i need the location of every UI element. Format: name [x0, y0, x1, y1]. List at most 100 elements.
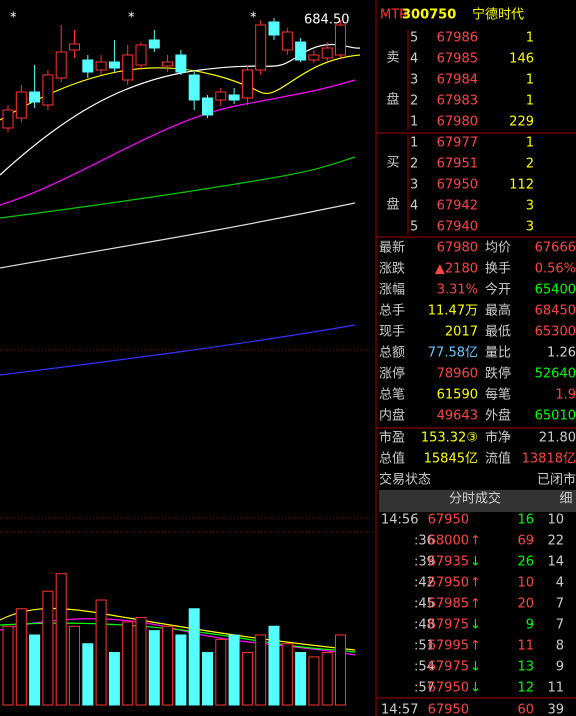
volume-bar — [295, 652, 307, 706]
trades-title: 分时成交 — [449, 491, 501, 507]
svg-text:*: * — [128, 11, 135, 26]
price: 67950 — [437, 178, 478, 193]
quantity: 229 — [509, 115, 534, 130]
stock-name: 宁德时代 — [472, 7, 524, 23]
volume-bar — [2, 625, 14, 706]
price: 67983 — [437, 94, 478, 109]
price: 67984 — [437, 73, 478, 88]
candle-body — [308, 54, 320, 61]
stat-label: 内盘 — [379, 408, 405, 424]
stat-label: 每笔 — [485, 387, 511, 403]
trade-price: 67935 — [428, 555, 469, 570]
level: 2 — [410, 94, 418, 109]
candle-body — [122, 54, 134, 81]
badge: MTR — [380, 8, 408, 23]
moving-averages — [0, 43, 361, 656]
candle-body — [281, 31, 293, 51]
trade-price: 68000 — [428, 534, 469, 549]
candle-body — [228, 94, 240, 101]
volume-bar — [82, 643, 94, 706]
quantity: 1 — [526, 73, 534, 88]
trade-price: 67975 — [428, 618, 469, 633]
candle-body — [15, 91, 27, 119]
stat-label: 最低 — [485, 325, 511, 340]
trades-header — [379, 490, 576, 512]
stat-value: 1.9 — [555, 388, 576, 403]
stat-value: ▲2180 — [435, 262, 478, 277]
volume-bar — [175, 634, 187, 706]
stat-label: 现手 — [379, 325, 405, 340]
volume-bar — [148, 630, 160, 706]
svg-text:*: * — [250, 11, 257, 26]
candle-body — [202, 97, 213, 116]
quantity: 1 — [526, 94, 534, 109]
volume-bar — [162, 625, 174, 706]
stat-value: 52640 — [535, 367, 576, 382]
level: 1 — [410, 136, 418, 151]
quantity: 112 — [509, 178, 534, 193]
stat-value: 68450 — [535, 304, 576, 319]
stat-label: 换手 — [485, 262, 511, 277]
stat-value: 67980 — [437, 241, 478, 256]
quantity: 1 — [526, 31, 534, 46]
candle-body — [82, 59, 94, 73]
book-label: 盘 — [386, 92, 399, 108]
stat-value: 65010 — [535, 409, 576, 424]
level: 3 — [410, 73, 418, 88]
candle-body — [42, 74, 54, 106]
svg-text:*: * — [10, 11, 17, 26]
trade-volume: 69 — [517, 534, 534, 549]
volume-bar — [215, 638, 227, 706]
trade-direction: ↓ — [470, 681, 481, 696]
trade-time: :45 — [414, 597, 435, 612]
trade-time: :39 — [414, 555, 435, 570]
trade-count: 4 — [556, 576, 564, 591]
trade-direction: ↓ — [470, 555, 481, 570]
trade-volume: 11 — [517, 639, 534, 654]
trade-price: 67950 — [428, 513, 469, 528]
status-label: 交易状态 — [379, 472, 431, 488]
volume-bar — [188, 608, 200, 706]
stat-label: 总笔 — [379, 387, 405, 403]
stat-value: 78960 — [437, 367, 478, 382]
candle-body — [135, 44, 147, 66]
quantity: 3 — [526, 220, 534, 235]
trade-direction: ↑ — [470, 576, 481, 591]
volume-bar — [281, 643, 293, 706]
stat-value: 3.31% — [437, 283, 478, 298]
volume-bar — [241, 652, 253, 706]
stat-label: 最新 — [379, 240, 405, 256]
stat-label: 市净 — [485, 430, 511, 446]
trade-count: 8 — [556, 639, 564, 654]
price: 67951 — [437, 157, 478, 172]
trade-volume: 10 — [517, 576, 534, 591]
stat-value: 77.58亿 — [428, 346, 478, 361]
trade-count: 11 — [547, 681, 564, 696]
stat-value: 61590 — [437, 388, 478, 403]
stat-value: 2017 — [445, 325, 478, 340]
trade-time: 14:56 — [381, 513, 418, 528]
stat-label: 涨幅 — [379, 283, 405, 298]
price: 67985 — [437, 52, 478, 67]
stat-label: 最高 — [485, 303, 511, 319]
candle-body — [188, 74, 200, 101]
stat-label: 外盘 — [485, 408, 511, 424]
stat-label: 量比 — [485, 346, 511, 361]
stat-value: 21.80 — [539, 431, 576, 446]
volume-bar — [95, 599, 107, 706]
volume-bar — [321, 652, 333, 706]
stat-label: 涨停 — [379, 366, 405, 382]
candle-body — [241, 69, 253, 99]
volume-bar — [135, 617, 147, 706]
stat-label: 涨跌 — [379, 261, 405, 277]
book-label: 买 — [386, 156, 399, 171]
candle-body — [69, 43, 80, 51]
trade-volume: 9 — [526, 618, 534, 633]
trade-price: 67950 — [428, 681, 469, 696]
volume-bar — [308, 656, 320, 706]
stat-value: 15845亿 — [424, 452, 478, 467]
price: 67942 — [437, 199, 478, 214]
volume-bar — [122, 621, 134, 706]
level: 5 — [410, 31, 418, 46]
